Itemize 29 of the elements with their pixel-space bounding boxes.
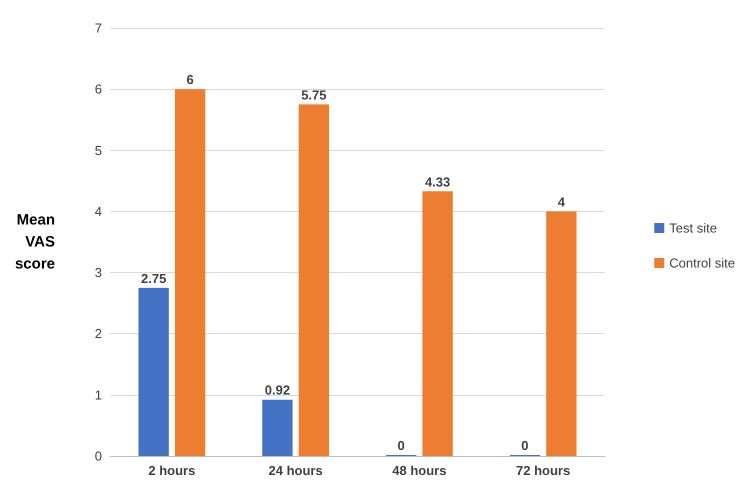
- bar: [138, 288, 169, 456]
- data-label: 0: [521, 438, 529, 453]
- bar: [546, 211, 577, 456]
- data-label: 5.75: [301, 87, 327, 102]
- y-axis-title: Mean VAS score: [14, 212, 55, 272]
- y-tick-label: 2: [94, 326, 102, 342]
- bar: [262, 400, 293, 456]
- y-tick-label: 6: [94, 82, 102, 97]
- bar: [422, 191, 453, 456]
- data-label: 0: [398, 438, 405, 453]
- data-label: 2.75: [140, 270, 166, 286]
- bar: [298, 104, 330, 456]
- data-label: 4: [558, 194, 566, 210]
- data-label: 0.92: [264, 382, 290, 398]
- y-tick-label: 0: [94, 448, 102, 464]
- x-tick-label: 2 hours: [148, 463, 196, 478]
- x-tick-label: 72 hours: [516, 463, 570, 478]
- data-label: 6: [186, 72, 194, 88]
- y-tick-label: 5: [94, 142, 102, 158]
- y-tick-label: 4: [94, 204, 102, 219]
- bar: [174, 89, 206, 456]
- y-tick-label: 3: [94, 265, 102, 280]
- x-tick-label: 48 hours: [392, 463, 446, 478]
- y-tick-label: 7: [94, 20, 102, 36]
- x-tick-label: 24 hours: [268, 463, 323, 478]
- data-label: 4.33: [424, 174, 450, 190]
- legend-label: Control site: [669, 256, 735, 270]
- y-tick-label: 1: [94, 387, 102, 402]
- legend-label: Test site: [669, 220, 717, 236]
